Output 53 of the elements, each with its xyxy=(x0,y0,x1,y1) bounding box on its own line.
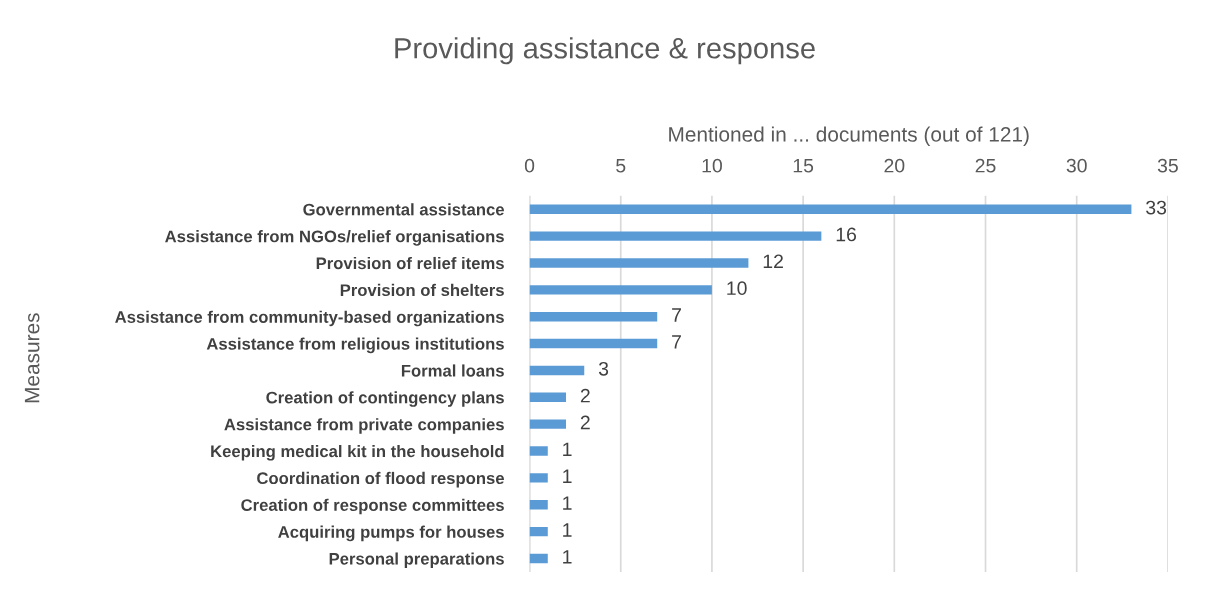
y-tick-label: Acquiring pumps for houses xyxy=(278,525,504,542)
y-tick-label: Personal preparations xyxy=(329,552,504,568)
x-tick-label: 25 xyxy=(975,158,996,173)
data-label: 33 xyxy=(1146,200,1167,215)
data-label: 2 xyxy=(580,388,590,403)
y-tick-label: Provision of shelters xyxy=(340,283,504,297)
x-tick-label: 5 xyxy=(616,158,626,173)
y-tick-label: Creation of contingency plans xyxy=(266,391,504,407)
y-tick-label: Coordination of flood response xyxy=(257,471,504,488)
bar xyxy=(529,526,548,537)
x-tick-label: 0 xyxy=(524,158,535,173)
y-tick-label: Creation of response committees xyxy=(241,498,504,515)
x-tick-label: 30 xyxy=(1066,158,1087,173)
bar xyxy=(529,553,548,564)
data-label: 10 xyxy=(727,281,747,296)
data-label: 7 xyxy=(672,308,681,322)
data-label: 3 xyxy=(598,361,609,376)
bar xyxy=(529,446,548,456)
bar xyxy=(529,419,567,429)
data-label: 16 xyxy=(836,227,857,242)
chart-title: Providing assistance & response xyxy=(395,37,815,65)
data-label: 1 xyxy=(563,469,572,483)
data-label: 1 xyxy=(563,496,572,510)
data-label: 1 xyxy=(563,442,572,457)
data-label: 1 xyxy=(563,550,572,564)
y-tick-label: Assistance from religious institutions xyxy=(206,337,504,354)
x-tick-label: 15 xyxy=(793,158,814,173)
bar xyxy=(529,365,585,376)
y-tick-label: Keeping medical kit in the household xyxy=(211,444,504,461)
y-tick-label: Assistance from community-based organizations xyxy=(115,310,504,327)
bar xyxy=(529,338,658,349)
y-axis-title: Measures xyxy=(24,313,40,403)
bar xyxy=(529,258,749,268)
y-tick-label: Provision of relief items xyxy=(316,256,504,270)
x-tick-label: 10 xyxy=(702,158,722,173)
bar xyxy=(529,204,1132,214)
data-label: 12 xyxy=(763,254,783,269)
bar xyxy=(529,392,567,402)
bar xyxy=(529,285,712,295)
data-label: 1 xyxy=(563,523,572,537)
y-tick-label: Governmental assistance xyxy=(303,203,504,216)
bar xyxy=(529,312,658,322)
y-tick-label: Assistance from NGOs/relief organisations xyxy=(165,230,504,246)
y-tick-label: Formal loans xyxy=(401,364,504,377)
y-tick-label: Assistance from private companies xyxy=(224,418,504,434)
bar xyxy=(529,500,548,510)
x-tick-label: 35 xyxy=(1157,158,1178,173)
x-tick-label: 20 xyxy=(884,158,905,173)
data-label: 7 xyxy=(672,335,681,349)
x-axis-title: Mentioned in ... documents (out of 121) xyxy=(669,126,1029,146)
data-label: 2 xyxy=(580,415,590,430)
bar xyxy=(529,473,548,483)
bar xyxy=(529,231,822,241)
